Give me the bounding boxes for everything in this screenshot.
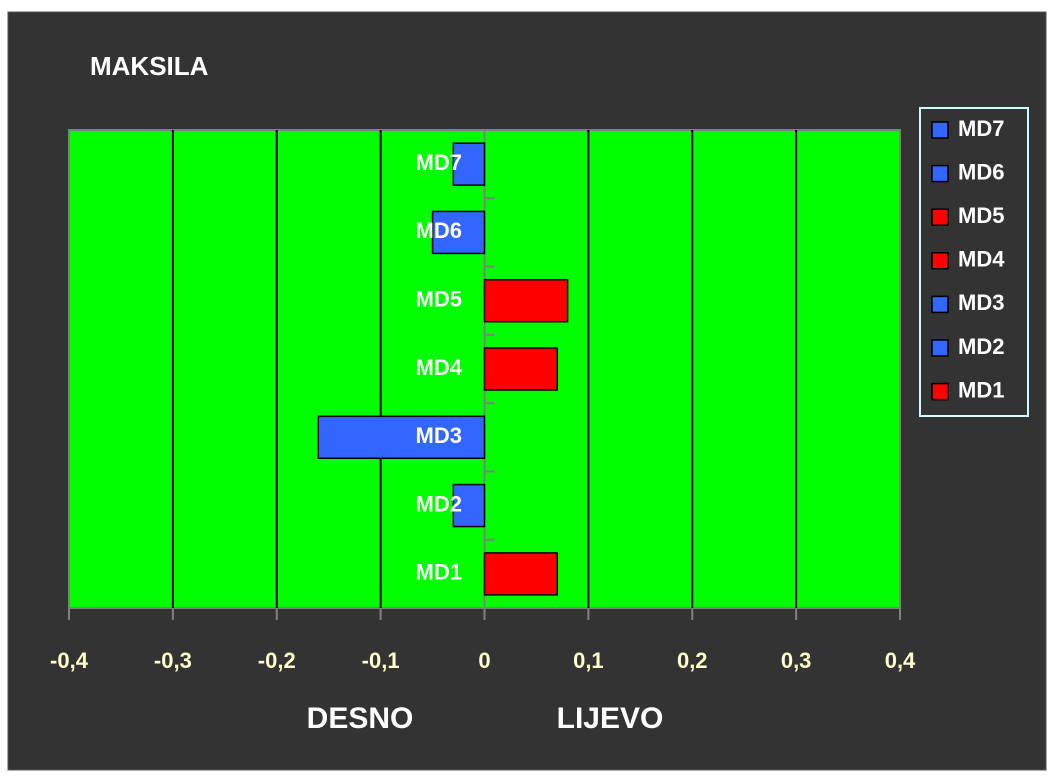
y-tick-label: MD6 <box>416 218 462 243</box>
legend-label: MD4 <box>958 247 1005 272</box>
y-tick-label: MD5 <box>416 287 462 312</box>
bar <box>452 142 486 186</box>
bar <box>452 483 486 528</box>
legend-label: MD5 <box>958 203 1004 228</box>
x-tick-label: 0,3 <box>781 648 812 673</box>
x-tick-label: -0,1 <box>362 648 400 673</box>
x-tick-label: -0,4 <box>50 648 89 673</box>
x-tick-label: 0,4 <box>885 648 916 673</box>
x-axis-label: DESNO <box>307 702 414 735</box>
legend-swatch <box>931 121 949 139</box>
y-tick-label: MD4 <box>416 355 463 380</box>
legend-label: MD2 <box>958 334 1004 359</box>
x-axis-label: LIJEVO <box>557 702 664 735</box>
bar <box>483 278 569 323</box>
chart-title: MAKSILA <box>90 51 209 81</box>
x-tick-label: 0,2 <box>677 648 708 673</box>
legend-label: MD1 <box>958 377 1004 402</box>
x-tick-label: -0,2 <box>258 648 296 673</box>
legend-swatch <box>931 339 949 357</box>
legend-swatch <box>931 164 949 183</box>
x-tick-label: 0,1 <box>573 648 604 673</box>
bar <box>483 347 558 391</box>
legend-swatch <box>931 382 949 401</box>
bar <box>483 552 558 596</box>
legend-swatch <box>931 295 949 314</box>
x-tick-label: 0 <box>478 648 490 673</box>
legend-swatch <box>931 252 949 270</box>
legend-label: MD3 <box>958 290 1004 315</box>
bar <box>431 210 486 255</box>
y-tick-label: MD7 <box>416 150 462 175</box>
y-tick-label: MD3 <box>416 423 462 448</box>
bar <box>317 415 486 460</box>
legend-label: MD7 <box>958 116 1004 141</box>
legend-label: MD6 <box>958 159 1004 184</box>
legend-swatch <box>931 208 949 226</box>
x-tick-label: -0,3 <box>154 648 192 673</box>
y-tick-label: MD1 <box>416 560 462 585</box>
y-tick-label: MD2 <box>416 491 462 516</box>
